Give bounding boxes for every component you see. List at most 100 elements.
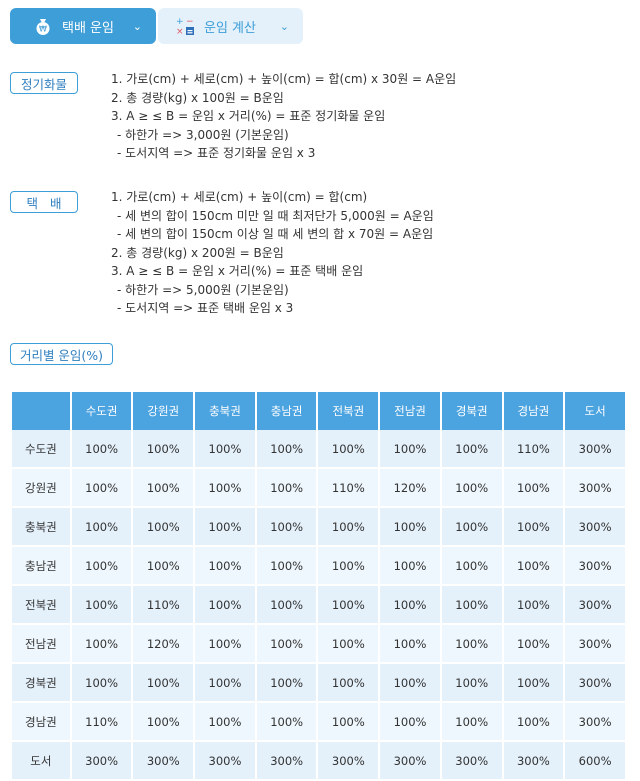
rate-cell: 110% xyxy=(71,703,132,742)
rate-cell: 300% xyxy=(565,508,625,547)
note-line: 1. 가로(cm) + 세로(cm) + 높이(cm) = 합(cm) x 30… xyxy=(111,72,457,86)
rate-cell: 100% xyxy=(256,664,317,703)
rate-cell: 100% xyxy=(380,430,440,469)
rate-cell: 100% xyxy=(503,664,564,703)
chevron-down-icon: ⌄ xyxy=(279,19,289,33)
note-line: - 세 변의 합이 150cm 이상 일 때 세 변의 합 x 70원 = A운… xyxy=(117,227,434,241)
note-line: 1. 가로(cm) + 세로(cm) + 높이(cm) = 합(cm) xyxy=(111,190,368,204)
svg-text:₩: ₩ xyxy=(39,25,47,34)
rate-cell: 300% xyxy=(565,625,625,664)
tab-parcel-rate[interactable]: ₩ 택배 운임 ⌄ xyxy=(10,8,156,44)
rate-cell: 300% xyxy=(503,742,564,781)
svg-text:+: + xyxy=(176,17,184,27)
rate-cell: 300% xyxy=(565,703,625,742)
section-label-distance: 거리별 운임(%) xyxy=(10,343,113,365)
rate-cell: 100% xyxy=(256,469,317,508)
rate-cell: 100% xyxy=(71,547,132,586)
rate-cell: 100% xyxy=(133,664,194,703)
row-header: 충남권 xyxy=(12,547,70,586)
rate-cell: 100% xyxy=(71,469,132,508)
svg-text:−: − xyxy=(186,17,194,27)
section-label-freight: 정기화물 xyxy=(10,72,78,94)
rate-cell: 100% xyxy=(256,547,317,586)
calculator-icon: + − × xyxy=(174,15,196,37)
rate-cell: 300% xyxy=(565,469,625,508)
table-row: 도서 300% 300% 300% 300% 300% 300% 300% 300% 600% xyxy=(12,742,625,781)
row-header: 전북권 xyxy=(12,586,70,625)
rate-cell: 110% xyxy=(133,586,194,625)
rate-cell: 100% xyxy=(441,508,502,547)
rate-cell: 300% xyxy=(441,742,502,781)
tab-label: 운임 계산 xyxy=(204,20,256,36)
rate-cell: 100% xyxy=(71,430,132,469)
rate-cell: 100% xyxy=(318,625,379,664)
rate-cell: 300% xyxy=(565,664,625,703)
rate-cell: 100% xyxy=(380,625,440,664)
rate-cell: 100% xyxy=(380,547,440,586)
rate-cell: 100% xyxy=(71,508,132,547)
table-header-row: 수도권 강원권 충북권 충남권 전북권 전남권 경북권 경남권 도서 xyxy=(12,392,625,430)
rate-cell: 100% xyxy=(133,469,194,508)
column-header: 전북권 xyxy=(318,392,379,430)
table-row: 경북권 100% 100% 100% 100% 100% 100% 100% 100% 300% xyxy=(12,664,625,703)
note-line: - 하한가 => 3,000원 (기본운임) xyxy=(117,127,289,142)
row-header: 도서 xyxy=(12,742,70,781)
rate-cell: 300% xyxy=(318,742,379,781)
rate-cell: 100% xyxy=(318,586,379,625)
rate-cell: 100% xyxy=(503,508,564,547)
rate-cell: 100% xyxy=(195,586,255,625)
rate-cell: 100% xyxy=(441,547,502,586)
table-corner-cell xyxy=(12,392,70,430)
note-line: - 도서지역 => 표준 택배 운임 x 3 xyxy=(117,301,294,315)
tab-rate-calculator[interactable]: + − × 운임 계산 ⌄ xyxy=(158,8,303,44)
rate-cell: 100% xyxy=(133,508,194,547)
rate-cell: 100% xyxy=(71,586,132,625)
rate-cell: 100% xyxy=(441,469,502,508)
rate-cell: 110% xyxy=(503,430,564,469)
column-header: 충남권 xyxy=(256,392,317,430)
rate-cell: 100% xyxy=(195,430,255,469)
rate-cell: 100% xyxy=(503,469,564,508)
tab-bar: ₩ 택배 운임 ⌄ + − × 운임 계산 ⌄ xyxy=(10,8,303,44)
note-line: - 세 변의 합이 150cm 미만 일 때 최저단가 5,000원 = A운임 xyxy=(117,208,434,223)
rate-cell: 100% xyxy=(503,586,564,625)
freight-notes: 1. 가로(cm) + 세로(cm) + 높이(cm) = 합(cm) x 30… xyxy=(111,70,456,163)
rate-cell: 100% xyxy=(318,664,379,703)
section-label-parcel: 택 배 xyxy=(10,191,78,213)
rate-cell: 300% xyxy=(256,742,317,781)
table-row: 강원권 100% 100% 100% 100% 110% 120% 100% 100% 300% xyxy=(12,469,625,508)
rate-cell: 300% xyxy=(71,742,132,781)
rate-cell: 100% xyxy=(195,469,255,508)
rate-cell: 100% xyxy=(380,664,440,703)
note-line: - 하한가 => 5,000원 (기본운임) xyxy=(117,282,289,297)
money-bag-icon: ₩ xyxy=(32,15,54,37)
rate-cell: 100% xyxy=(503,703,564,742)
rate-cell: 100% xyxy=(195,547,255,586)
rate-cell: 300% xyxy=(565,586,625,625)
distance-rate-table: 수도권 강원권 충북권 충남권 전북권 전남권 경북권 경남권 도서 수도권 10… xyxy=(10,392,627,781)
rate-cell: 100% xyxy=(503,547,564,586)
note-line: 3. A ≥ ≤ B = 운임 x 거리(%) = 표준 택배 운임 xyxy=(111,264,364,278)
rate-cell: 110% xyxy=(318,469,379,508)
chevron-down-icon: ⌄ xyxy=(132,19,142,33)
rate-cell: 100% xyxy=(133,547,194,586)
column-header: 충북권 xyxy=(195,392,255,430)
rate-cell: 100% xyxy=(256,625,317,664)
table-row: 경남권 110% 100% 100% 100% 100% 100% 100% 100% 300% xyxy=(12,703,625,742)
rate-cell: 100% xyxy=(133,703,194,742)
rate-cell: 100% xyxy=(195,703,255,742)
rate-cell: 100% xyxy=(256,703,317,742)
rate-cell: 100% xyxy=(441,586,502,625)
rate-cell: 100% xyxy=(503,625,564,664)
rate-cell: 300% xyxy=(565,430,625,469)
rate-cell: 100% xyxy=(380,586,440,625)
rate-cell: 100% xyxy=(318,703,379,742)
rate-cell: 100% xyxy=(256,586,317,625)
column-header: 도서 xyxy=(565,392,625,430)
rate-cell: 600% xyxy=(565,742,625,781)
table-row: 충남권 100% 100% 100% 100% 100% 100% 100% 100% 300% xyxy=(12,547,625,586)
note-line: - 도서지역 => 표준 정기화물 운임 x 3 xyxy=(117,146,316,160)
rate-cell: 100% xyxy=(195,664,255,703)
table-body: 수도권 100% 100% 100% 100% 100% 100% 100% 110% 300% 강… xyxy=(12,430,625,781)
table-row: 전남권 100% 120% 100% 100% 100% 100% 100% 100% 300% xyxy=(12,625,625,664)
